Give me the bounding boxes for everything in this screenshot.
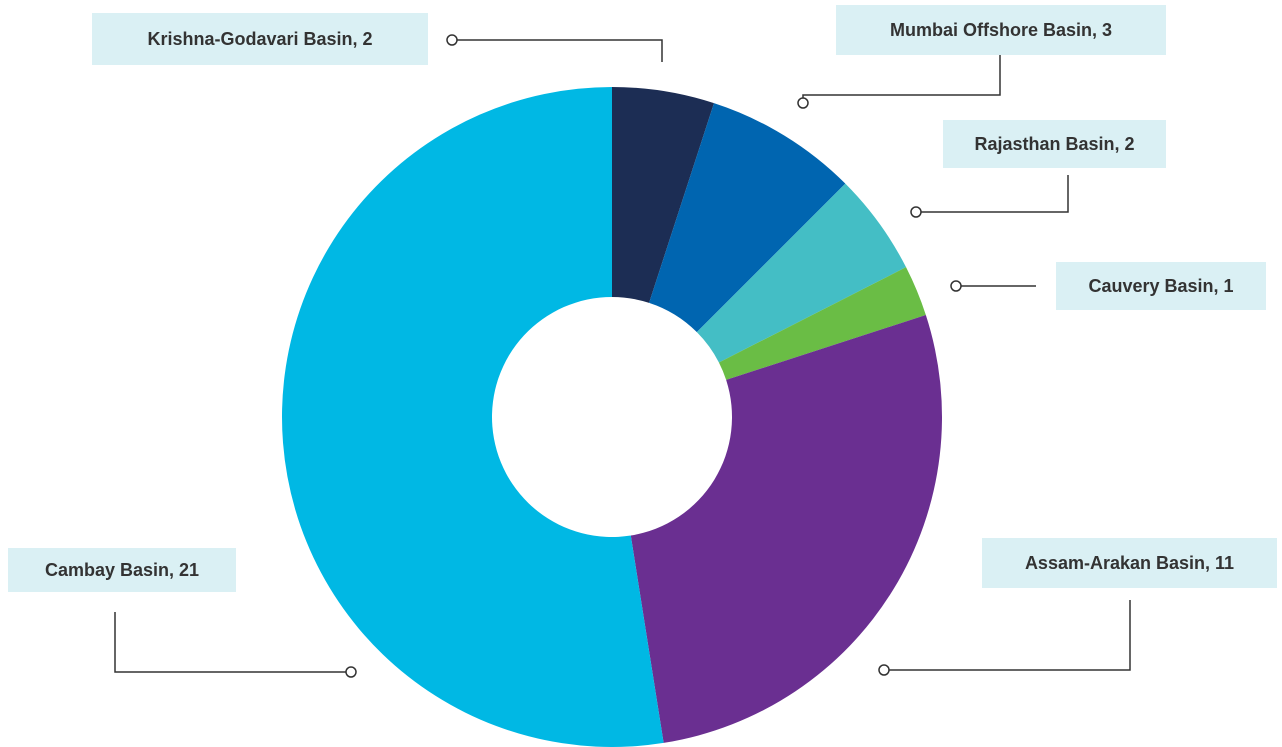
label-box <box>1056 262 1266 310</box>
slice <box>696 183 907 363</box>
label-box <box>943 120 1166 168</box>
leader-dot <box>446 34 458 46</box>
data-label: Rajasthan Basin, 2 <box>974 134 1134 154</box>
slice <box>282 87 664 747</box>
leader-dot <box>910 206 922 218</box>
label-box <box>92 13 428 65</box>
label-box <box>982 538 1277 588</box>
leader-line <box>457 39 663 62</box>
leader-line <box>889 600 1131 671</box>
slice <box>630 315 942 743</box>
leader-line <box>921 175 1069 213</box>
leader-line <box>114 612 346 673</box>
data-label: Krishna-Godavari Basin, 2 <box>147 29 372 49</box>
data-label: Cauvery Basin, 1 <box>1088 276 1233 296</box>
data-label: Mumbai Offshore Basin, 3 <box>890 20 1112 40</box>
leader-dot <box>878 664 890 676</box>
slice <box>649 103 846 333</box>
label-box <box>836 5 1166 55</box>
slice <box>612 87 714 303</box>
label-box <box>8 548 236 592</box>
data-label: Cambay Basin, 21 <box>45 560 199 580</box>
leader-dot <box>797 97 809 109</box>
data-label: Assam-Arakan Basin, 11 <box>1025 553 1234 573</box>
leader-dot <box>950 280 962 292</box>
leader-dot <box>345 666 357 678</box>
leader-line <box>802 55 1001 98</box>
slice <box>718 267 926 380</box>
